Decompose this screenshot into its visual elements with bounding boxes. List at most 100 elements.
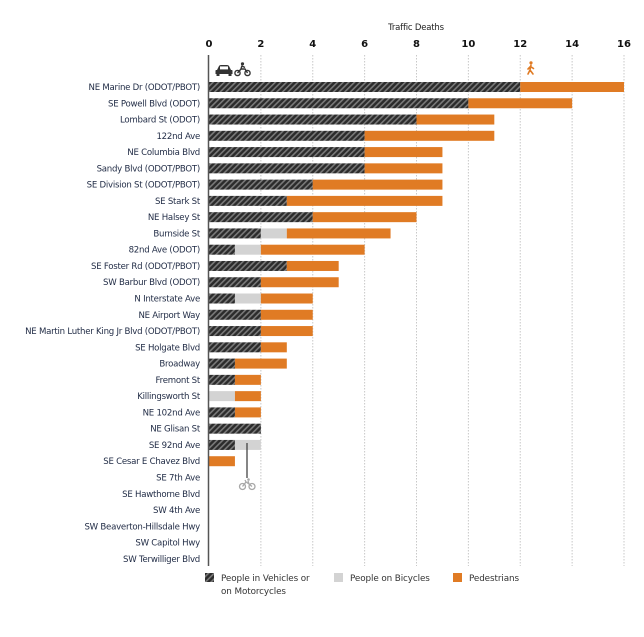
bar-segment-vehicles [209,374,235,385]
x-axis-ticks: 0 2 4 6 8 10 12 14 16 [206,39,631,50]
bar-segment-pedestrians [260,309,313,320]
bar-segment-pedestrians [520,82,624,92]
category-label: SW Capitol Hwy [135,539,200,549]
bar-segment-vehicles [209,98,469,109]
category-label: NE Halsey St [148,213,201,223]
bar-segment-vehicles [209,309,261,320]
category-label: SW 4th Ave [153,506,200,516]
bar-segment-pedestrians [260,244,365,255]
category-label: SE 92nd Ave [149,441,200,451]
bar-segment-vehicles [209,423,261,434]
x-tick-label: 6 [361,39,368,50]
bar-segment-pedestrians [468,98,573,109]
category-label: NE 102nd Ave [143,408,200,418]
x-tick-label: 4 [309,39,316,50]
category-label: SE Hawthorne Blvd [122,490,200,500]
bar-segment-pedestrians [286,228,391,239]
bar-segment-pedestrians [260,342,287,353]
bar-segment-bicycles [209,391,235,402]
bar-segment-pedestrians [364,147,443,158]
category-label: NE Martin Luther King Jr Blvd (ODOT/PBOT… [25,327,200,337]
bar-segment-vehicles [209,147,365,158]
bar-segment-pedestrians [364,130,495,141]
category-label: SW Terwilliger Blvd [123,555,200,565]
bar-segment-vehicles [209,342,261,353]
bar-segment-bicycles [234,293,261,304]
bar-segment-pedestrians [234,374,261,385]
bar-segment-vehicles [209,163,365,174]
legend-item-bicycles: People on Bicycles [334,573,430,584]
bar-segment-vehicles [209,212,313,223]
bar-segment-pedestrians [312,212,417,223]
category-label: SE Cesar E Chavez Blvd [103,457,200,467]
category-label: NE Glisan St [150,425,201,435]
chart-title: Traffic Deaths [387,23,444,33]
bar-segment-vehicles [209,195,287,206]
legend-swatch-bicycles [334,573,343,582]
pedestrian-icon [527,61,535,75]
category-label: Broadway [159,360,200,370]
bar-segment-pedestrians [260,293,313,304]
bar-segment-vehicles [209,179,313,190]
category-label: Fremont St [156,376,201,386]
bar-segment-pedestrians [260,277,339,288]
category-label: Killingsworth St [137,392,201,402]
legend: People in Vehicles or on Motorcycles Peo… [205,573,520,597]
bar-segment-pedestrians [260,326,313,337]
bar-segment-bicycles [234,244,261,255]
legend-swatch-vehicles [205,573,214,582]
x-tick-label: 2 [257,39,264,50]
x-tick-label: 12 [513,39,527,50]
category-label: 122nd Ave [156,132,200,142]
bar-segment-pedestrians [416,114,495,125]
category-label: SE Foster Rd (ODOT/PBOT) [91,262,200,272]
category-label: NE Airport Way [138,311,200,321]
category-label: SE Powell Blvd (ODOT) [108,99,200,109]
category-label: SE Division St (ODOT/PBOT) [87,181,200,191]
x-tick-label: 10 [461,39,475,50]
bar-segment-pedestrians [234,391,261,402]
bar-segment-pedestrians [286,260,339,271]
bar-segment-vehicles [209,228,261,239]
bar-segment-vehicles [209,130,365,141]
category-label: SW Barbur Blvd (ODOT) [103,278,200,288]
bar-segment-bicycles [260,228,287,239]
x-tick-label: 0 [206,39,213,50]
bar-segment-pedestrians [234,358,287,369]
category-label: NE Columbia Blvd [127,148,200,158]
bar-segment-vehicles [209,293,235,304]
legend-label-vehicles-line1: People in Vehicles or [221,574,310,584]
legend-swatch-pedestrians [453,573,462,582]
bar-segment-pedestrians [234,407,261,418]
legend-label-vehicles-line2: on Motorcycles [221,587,286,597]
bar-segment-vehicles [209,244,235,255]
bar-segment-vehicles [209,407,235,418]
bar-segment-pedestrians [286,195,443,206]
category-label: SE Holgate Blvd [135,343,200,353]
legend-label-bicycles: People on Bicycles [350,574,430,584]
bar-segment-vehicles [209,260,287,271]
category-label: SE Stark St [155,197,201,207]
bar-segment-pedestrians [364,163,443,174]
legend-item-vehicles: People in Vehicles or on Motorcycles [205,573,310,597]
x-tick-label: 16 [617,39,631,50]
x-tick-label: 14 [565,39,579,50]
bars [209,82,624,467]
category-label: Lombard St (ODOT) [120,116,200,126]
bar-segment-vehicles [209,277,261,288]
bar-segment-bicycles [234,439,261,450]
bar-segment-pedestrians [312,179,443,190]
x-tick-label: 8 [413,39,420,50]
legend-item-pedestrians: Pedestrians [453,573,520,584]
car-icon [215,65,233,76]
bar-segment-vehicles [209,114,417,125]
bar-segment-vehicles [209,439,235,450]
bar-segment-vehicles [209,358,235,369]
category-labels: NE Marine Dr (ODOT/PBOT) SE Powell Blvd (… [25,83,201,565]
motorcycle-icon [234,62,251,77]
bar-segment-pedestrians [209,456,235,467]
category-label: SE 7th Ave [156,473,200,483]
category-label: Burnside St [153,229,200,239]
bar-segment-vehicles [209,326,261,337]
